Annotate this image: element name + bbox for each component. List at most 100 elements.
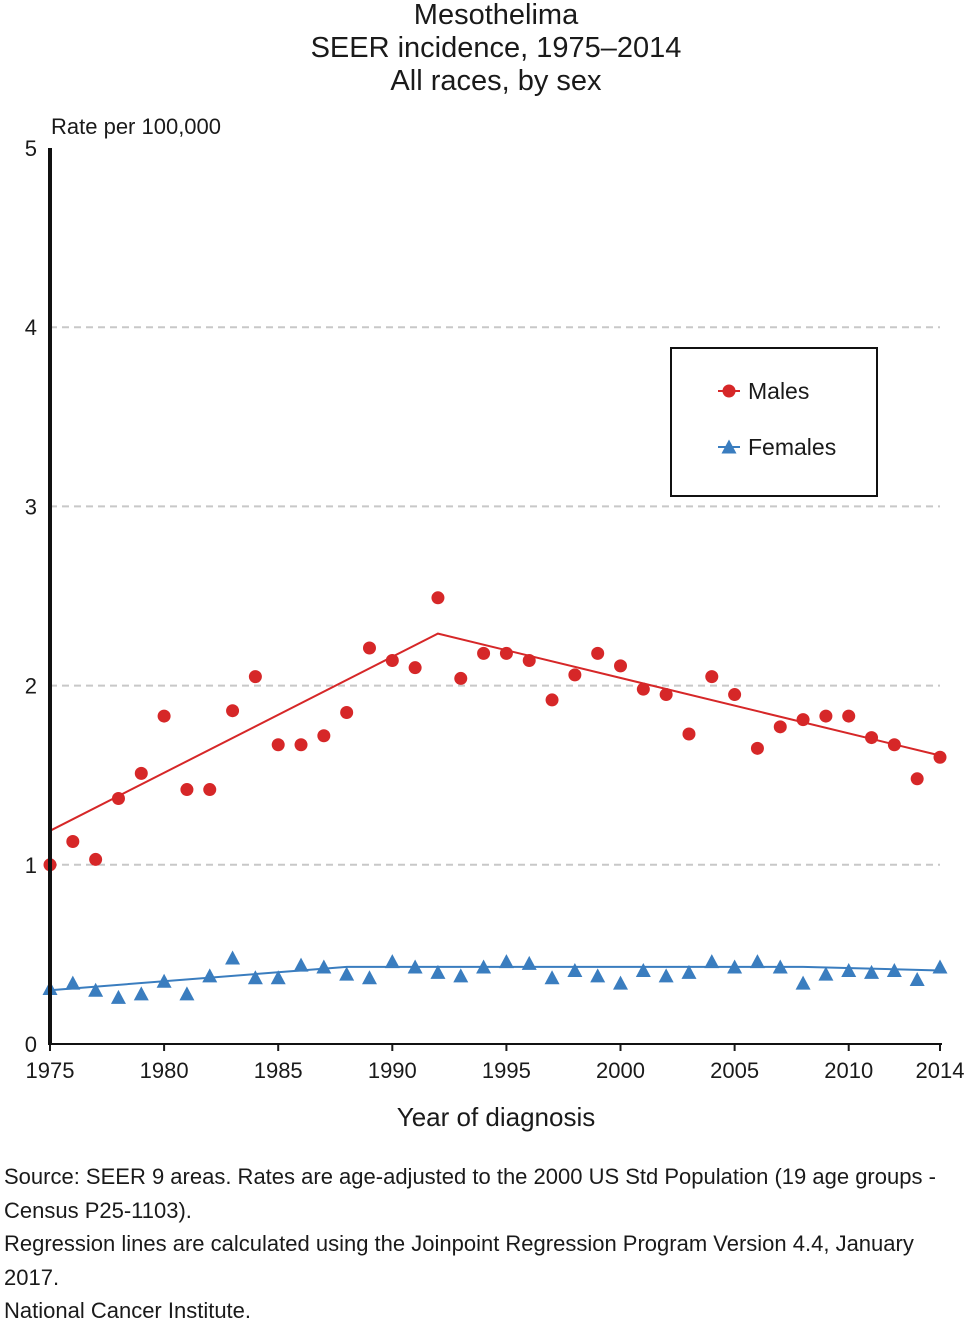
y-axis-label: Rate per 100,000 [51,114,221,139]
females-point-1976 [65,975,81,990]
females-point-1994 [476,959,492,974]
y-axis-ticks: 0 1 2 3 4 5 [25,136,37,1057]
females-point-1981 [179,986,195,1001]
footnotes: Source: SEER 9 areas. Rates are age-adju… [4,1160,964,1328]
females-point-1990 [384,954,400,969]
males-point-2013 [910,772,924,786]
males-point-1981 [180,783,194,797]
females-point-1991 [407,959,423,974]
males-point-1986 [294,738,308,752]
y-tick-label-2: 2 [25,674,37,699]
males-point-1994 [477,646,491,660]
males-point-1987 [317,729,331,743]
females-point-2012 [886,963,902,978]
females-point-1998 [567,963,583,978]
females-point-1992 [430,964,446,979]
males-point-2007 [773,720,787,734]
data-points [42,591,948,1004]
females-point-1987 [316,959,332,974]
females-point-2006 [749,954,765,969]
females-point-2008 [795,975,811,990]
chart-title-line-2: SEER incidence, 1975–2014 [311,32,682,64]
trend-line-males [49,632,941,832]
females-point-1983 [225,950,241,965]
females-point-1989 [361,970,377,985]
females-point-1977 [88,982,104,997]
males-point-2014 [933,750,947,764]
females-point-2003 [681,964,697,979]
x-tick-label-2000: 2000 [596,1058,645,1083]
males-point-2000 [614,659,628,673]
females-point-1984 [247,970,263,985]
males-point-1978 [111,791,125,805]
trend-lines [49,632,941,992]
males-point-1983 [226,704,240,718]
females-point-2010 [841,963,857,978]
females-point-1988 [339,966,355,981]
chart-title: Mesothelima SEER incidence, 1975–2014 Al… [311,0,682,97]
females-point-2005 [727,959,743,974]
males-point-2004 [705,670,719,684]
x-tick-label-1985: 1985 [254,1058,303,1083]
males-point-1990 [385,654,399,668]
legend-label-females: Females [748,434,836,460]
y-tick-label-0: 0 [25,1032,37,1057]
males-point-1982 [203,783,217,797]
legend-label-males: Males [748,378,809,404]
males-point-2010 [842,709,856,723]
females-point-2001 [635,963,651,978]
males-point-1976 [66,835,80,849]
females-point-2009 [818,966,834,981]
females-point-1982 [202,968,218,983]
females-point-2000 [613,975,629,990]
males-point-2001 [636,682,650,696]
males-point-2002 [659,688,673,702]
males-point-1984 [248,670,262,684]
chart: Mesothelima SEER incidence, 1975–2014 Al… [25,0,965,1132]
males-point-1996 [522,654,536,668]
males-point-1993 [454,671,468,685]
footnote-regression: Regression lines are calculated using th… [4,1231,914,1290]
females-point-1979 [133,986,149,1001]
x-tick-label-1980: 1980 [140,1058,189,1083]
females-point-2002 [658,968,674,983]
males-point-2005 [728,688,742,702]
males-point-1977 [89,852,103,866]
females-point-1978 [110,989,126,1004]
females-point-2007 [772,959,788,974]
females-point-2004 [704,954,720,969]
legend: Males Females [670,347,878,497]
x-tick-label-2005: 2005 [710,1058,759,1083]
y-tick-label-1: 1 [25,853,37,878]
y-tick-label-5: 5 [25,136,37,161]
females-point-1985 [270,970,286,985]
males-point-1980 [157,709,171,723]
males-point-2006 [750,741,764,755]
x-tick-label-1990: 1990 [368,1058,417,1083]
males-point-1998 [568,668,582,682]
footnote-institute: National Cancer Institute. [4,1298,252,1323]
axes [48,148,942,1045]
y-tick-label-3: 3 [25,494,37,519]
males-point-1985 [271,738,285,752]
females-point-1993 [453,968,469,983]
x-tick-label-1975: 1975 [26,1058,75,1083]
males-point-1999 [591,646,605,660]
females-point-1997 [544,970,560,985]
males-point-1997 [545,693,559,707]
x-tick-label-2010: 2010 [824,1058,873,1083]
males-point-2011 [865,731,879,745]
females-point-2014 [932,959,948,974]
x-tick-label-1995: 1995 [482,1058,531,1083]
males-point-1991 [408,661,422,675]
legend-marker-males [722,384,736,398]
footnote-source: Source: SEER 9 areas. Rates are age-adju… [4,1164,936,1223]
males-point-2008 [796,713,810,727]
chart-title-line-1: Mesothelima [414,0,579,31]
x-tick-label-2014: 2014 [916,1058,965,1083]
males-point-1979 [134,766,148,780]
females-point-1980 [156,973,172,988]
females-point-1999 [590,968,606,983]
gridlines [50,326,940,866]
males-point-2012 [887,738,901,752]
